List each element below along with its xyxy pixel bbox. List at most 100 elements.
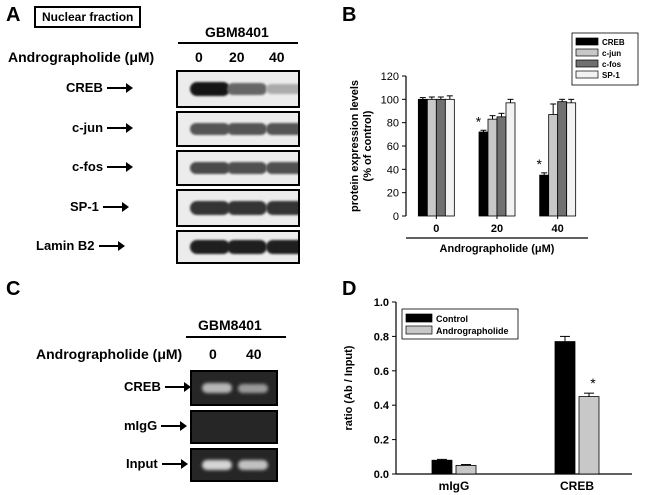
chart-d: 0.0 0.2 0.4 0.6 0.8 1.0 ratio (Ab / Input) mIgG… bbox=[343, 297, 632, 493]
y-tick-label: 60 bbox=[387, 141, 399, 153]
panel-c-dose-0: 0 bbox=[209, 346, 217, 362]
significance-marker: * bbox=[590, 375, 596, 391]
legend-label: Andrographolide bbox=[436, 326, 509, 336]
blot-band bbox=[190, 201, 230, 215]
gel-label-text: Input bbox=[126, 456, 158, 471]
nuclear-fraction-label: Nuclear fraction bbox=[34, 6, 142, 28]
bar-creb bbox=[417, 98, 428, 217]
y-tick-label: 20 bbox=[387, 188, 399, 200]
arrow-icon bbox=[98, 240, 125, 251]
chart-b: 0 20 40 60 80 100 120 protein expression levels… bbox=[349, 32, 639, 255]
blot-band bbox=[227, 240, 267, 254]
bar-c-jun bbox=[426, 98, 437, 217]
bar-control bbox=[554, 341, 576, 475]
bar-creb bbox=[539, 174, 550, 217]
bar-c-fos bbox=[435, 98, 446, 217]
blot-band bbox=[227, 161, 267, 175]
bar-sp-1 bbox=[566, 102, 577, 217]
legend-label: c-fos bbox=[602, 60, 622, 69]
bar-sp-1 bbox=[444, 98, 455, 217]
blot-label-sp-1: SP-1 bbox=[70, 199, 129, 214]
legend-label: Control bbox=[436, 314, 468, 324]
blot-label-c-jun: c-jun bbox=[72, 120, 134, 135]
blot-creb bbox=[176, 70, 300, 108]
panel-c-cell-line: GBM8401 bbox=[198, 317, 262, 333]
blot-band bbox=[266, 240, 298, 254]
gel-label-text: CREB bbox=[124, 379, 161, 394]
panel-a-dose-0: 0 bbox=[195, 49, 203, 65]
y-tick-label: 80 bbox=[387, 118, 399, 130]
panel-c-cell-line-underline bbox=[186, 336, 286, 338]
y-axis-label: protein expression levels bbox=[349, 80, 361, 212]
gel-label-input: Input bbox=[126, 456, 188, 471]
x-axis-label: Andrographolide (μM) bbox=[440, 243, 555, 255]
y-tick-label: 0.4 bbox=[374, 400, 390, 412]
blot-c-fos bbox=[176, 150, 300, 186]
blot-lamin-b2 bbox=[176, 230, 300, 264]
panel-a-dose-20: 20 bbox=[229, 49, 245, 65]
panel-c-letter: C bbox=[6, 278, 21, 300]
blot-sp-1 bbox=[176, 189, 300, 227]
blot-band bbox=[266, 161, 298, 175]
blot-label-text: c-jun bbox=[72, 120, 104, 135]
y-tick-label: 0 bbox=[393, 211, 399, 223]
blot-band bbox=[266, 122, 298, 136]
panel-a-dose-40: 40 bbox=[269, 49, 285, 65]
bar-sp-1 bbox=[505, 102, 516, 217]
gel-input bbox=[190, 448, 278, 482]
gel-band bbox=[202, 383, 232, 393]
x-tick-label: 0 bbox=[433, 223, 439, 235]
arrow-icon bbox=[107, 122, 134, 133]
panel-d-letter: D bbox=[342, 278, 357, 300]
arrow-icon bbox=[161, 458, 188, 469]
blot-label-text: SP-1 bbox=[70, 199, 99, 214]
blot-label-text: Lamin B2 bbox=[36, 238, 95, 253]
legend-label: c-jun bbox=[602, 49, 621, 58]
arrow-icon bbox=[164, 381, 191, 392]
y-axis-label-line2: (% of control) bbox=[362, 110, 374, 181]
blot-band bbox=[190, 122, 230, 136]
arrow-icon bbox=[106, 82, 133, 93]
panel-a-letter: A bbox=[6, 4, 21, 26]
y-tick-label: 0.8 bbox=[374, 331, 389, 343]
gel-creb bbox=[190, 370, 278, 406]
blot-band bbox=[227, 122, 267, 136]
x-tick-label: 20 bbox=[491, 223, 503, 235]
y-tick-label: 120 bbox=[381, 71, 399, 83]
gel-label-creb: CREB bbox=[124, 379, 191, 394]
y-tick-label: 1.0 bbox=[374, 297, 389, 309]
panel-a-treatment-label: Andrographolide (μM) bbox=[8, 49, 155, 65]
blot-band bbox=[227, 83, 267, 95]
legend-swatch bbox=[405, 325, 433, 335]
bar-c-jun bbox=[548, 114, 559, 217]
bar-creb bbox=[478, 131, 489, 217]
significance-marker: * bbox=[536, 156, 542, 172]
blot-band bbox=[266, 201, 298, 215]
bar-control bbox=[431, 459, 453, 475]
legend-swatch bbox=[405, 313, 433, 323]
legend-label: CREB bbox=[602, 38, 625, 47]
y-axis-label: ratio (Ab / Input) bbox=[343, 345, 355, 430]
blot-band bbox=[190, 161, 230, 175]
blot-label-lamin-b2: Lamin B2 bbox=[36, 238, 125, 253]
blot-label-text: CREB bbox=[66, 80, 103, 95]
legend-swatch bbox=[575, 48, 599, 57]
x-tick-label: mIgG bbox=[439, 479, 470, 493]
blot-label-text: c-fos bbox=[72, 159, 104, 174]
blot-band bbox=[227, 201, 267, 215]
gel-band bbox=[238, 460, 268, 470]
panel-b-letter: B bbox=[342, 4, 357, 26]
gel-band bbox=[238, 383, 268, 393]
blot-band bbox=[266, 84, 298, 94]
gel-migg bbox=[190, 410, 278, 444]
blot-label-creb: CREB bbox=[66, 80, 133, 95]
arrow-icon bbox=[102, 201, 129, 212]
legend-label: SP-1 bbox=[602, 71, 620, 80]
significance-marker: * bbox=[476, 113, 482, 129]
gel-label-text: mIgG bbox=[124, 418, 158, 433]
panel-a-cell-line: GBM8401 bbox=[205, 24, 269, 40]
blot-c-jun bbox=[176, 111, 300, 147]
y-tick-label: 100 bbox=[381, 94, 399, 106]
legend-swatch bbox=[575, 70, 599, 79]
bar-andrographolide bbox=[578, 396, 600, 475]
